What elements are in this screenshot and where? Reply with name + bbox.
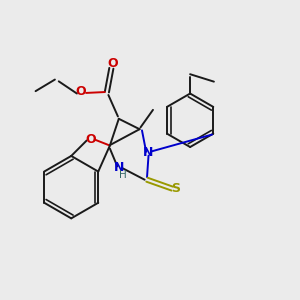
Text: O: O xyxy=(85,133,96,146)
Text: S: S xyxy=(171,182,180,195)
Text: O: O xyxy=(75,85,86,98)
Text: O: O xyxy=(107,57,118,70)
Text: N: N xyxy=(143,146,154,160)
Text: H: H xyxy=(119,170,127,180)
Text: N: N xyxy=(114,161,124,174)
